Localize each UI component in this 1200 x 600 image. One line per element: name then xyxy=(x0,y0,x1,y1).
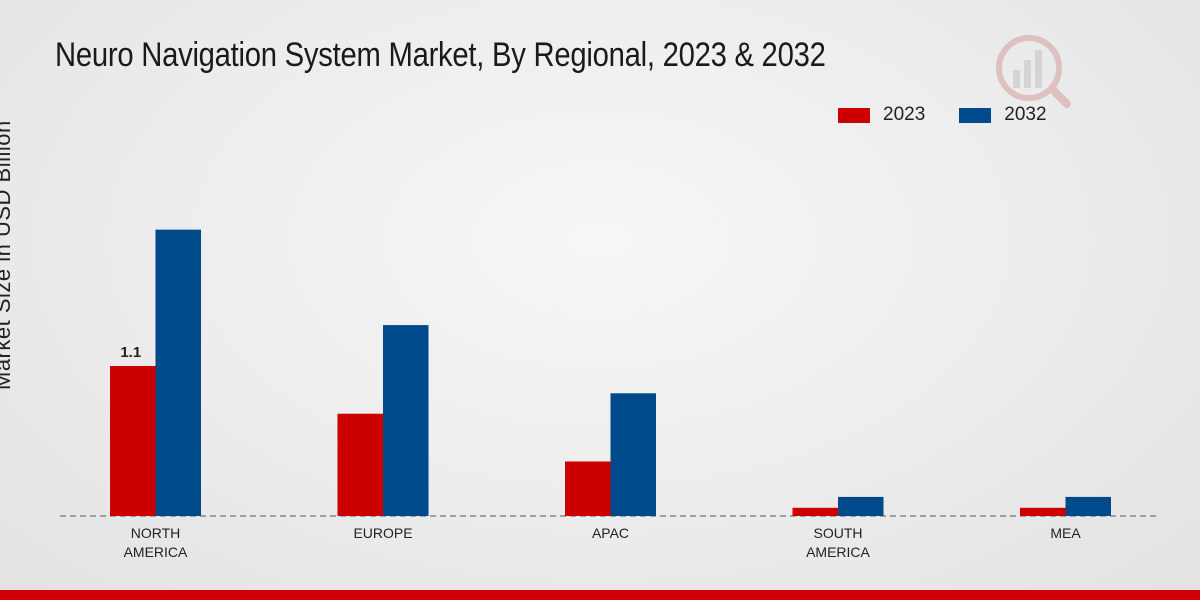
bar-2032-apac xyxy=(610,393,656,516)
x-tick-label-mea: MEA xyxy=(1050,525,1081,541)
x-tick-label-north-america: NORTH AMERICA xyxy=(124,525,188,560)
bar-2032-mea xyxy=(1065,496,1111,516)
legend-item-2032: 2032 xyxy=(959,104,1047,126)
bar-2032-south-america xyxy=(838,496,884,516)
x-tick-label-europe: EUROPE xyxy=(353,525,412,541)
x-tick-label-apac: APAC xyxy=(592,525,629,541)
bar-2032-europe xyxy=(383,325,429,516)
bar-2023-mea xyxy=(1020,507,1066,516)
legend-item-2023: 2023 xyxy=(838,104,925,126)
data-label-2023-north-america: 1.1 xyxy=(120,344,141,361)
x-tick-label-south-america: SOUTH AMERICA xyxy=(806,525,870,560)
bar-2023-apac xyxy=(565,461,611,516)
legend-swatch-2032 xyxy=(959,107,992,123)
logo-watermark-icon xyxy=(996,35,1071,108)
legend-label-2032: 2032 xyxy=(1004,104,1047,125)
legend-label-2023: 2023 xyxy=(883,104,926,125)
chart-title: Neuro Navigation System Market, By Regio… xyxy=(55,36,826,74)
legend-swatch-2023 xyxy=(838,107,870,123)
bar-2032-north-america xyxy=(155,229,201,517)
bar-2023-europe xyxy=(337,413,383,516)
legend: 2023 2032 xyxy=(838,104,1081,126)
bottom-accent-bar xyxy=(0,590,1200,600)
bar-2023-south-america xyxy=(792,507,838,516)
bar-2023-north-america xyxy=(110,366,156,516)
